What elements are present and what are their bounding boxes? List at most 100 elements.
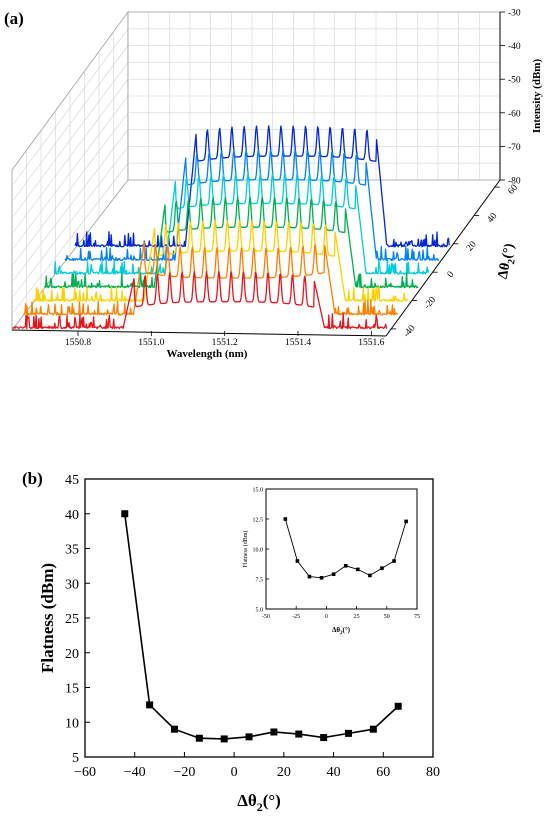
series-line-angle--24	[33, 220, 409, 303]
panel-b-data-point	[295, 730, 303, 738]
inset-y-axis-label: Flatness (dBm)	[242, 531, 249, 568]
panel-b-data-point	[195, 734, 203, 742]
panel-b-x-axis-label: Δθ2(°)	[237, 791, 281, 814]
panel-b-x-tick-label: −40	[124, 765, 146, 780]
panel-a-z-axis-label: Intensity (dBm)	[531, 59, 543, 134]
panel-b-y-tick-label: 5	[72, 751, 79, 766]
inset-series-line	[284, 518, 407, 579]
panel-b-ticks: −60 −40 −20 0 20 40 60 80 5 10 15 20 25 30 35 40 45	[65, 473, 440, 780]
inset-data-point	[331, 572, 336, 576]
panel-b-data-point	[220, 735, 228, 743]
panel-b-y-axis-label: Flatness (dBm)	[38, 563, 57, 673]
panel-b-series-line	[123, 513, 399, 740]
panel-b-data-point	[146, 701, 154, 709]
inset-x-axis-label: Δθ2(°)	[332, 626, 351, 636]
inset-data-point	[392, 559, 396, 563]
panel-a-y-tick-label: -40	[402, 323, 418, 339]
panel-a-y-tick-label: -20	[422, 295, 438, 311]
panel-b-y-tick-label: 15	[65, 682, 79, 697]
inset-x-tick-label: 0	[325, 614, 328, 620]
series-line-angle--4	[53, 172, 430, 275]
inset-data-point	[283, 517, 288, 521]
inset-data-point	[404, 519, 408, 524]
panel-b-inset-chart: -50 -25 0 25 50 75 5.0 7.5 10.0 12.5 15.0 Δθ2(°) F…	[242, 488, 420, 637]
panel-b-data-point	[394, 702, 402, 710]
panel-a-x-axis-label: Wavelength (nm)	[167, 348, 248, 360]
series-line-angle--44	[12, 270, 388, 330]
panel-a-x-tick-label: 1551.4	[285, 338, 311, 348]
panel-a-x-tick-label: 1551.0	[138, 338, 164, 348]
panel-b-y-tick-label: 25	[65, 612, 79, 627]
panel-b-data-point	[245, 733, 253, 741]
inset-x-tick-label: 25	[354, 614, 360, 620]
inset-y-tick-label: 15.0	[253, 488, 264, 494]
panel-b-x-tick-label: 80	[426, 765, 440, 780]
inset-data-point	[380, 566, 384, 570]
panel-b-y-tick-label: 40	[65, 508, 79, 523]
panel-a-label: (a)	[4, 9, 24, 28]
panel-b-x-tick-label: 0	[231, 765, 238, 780]
panel-b-x-tick-label: −60	[74, 765, 96, 780]
panel-a-x-axis-line	[11, 329, 387, 337]
inset-y-tick-label: 12.5	[253, 518, 264, 524]
series-line-angle-16	[74, 125, 450, 248]
series-line-angle-6	[64, 148, 440, 262]
panel-b-y-tick-label: 30	[65, 577, 79, 592]
inset-data-point	[343, 564, 348, 568]
panel-a-axes	[11, 12, 501, 337]
panel-a-z-tick-label: -60	[508, 109, 521, 119]
panel-b-x-tick-label: 40	[327, 765, 341, 780]
panel-b-y-tick-label: 35	[65, 543, 79, 558]
panel-a-x-tick-labels: 1550.8 1551.0 1551.2 1551.4 1551.6	[65, 331, 385, 348]
panel-a-z-tick-label: -70	[508, 143, 521, 153]
inset-x-tick-label: 75	[414, 614, 420, 620]
panel-b-x-tick-label: 20	[277, 765, 291, 780]
panel-a-series-group	[12, 125, 450, 330]
inset-data-point	[356, 567, 360, 572]
inset-y-tick-label: 10.0	[253, 548, 264, 554]
inset-x-tick-label: 50	[384, 614, 390, 620]
inset-data-point	[307, 574, 312, 579]
panel-b-x-tick-label: 60	[376, 765, 390, 780]
panel-b-data-point	[270, 728, 278, 736]
panel-b-data-point	[320, 734, 328, 742]
panel-b-label: (b)	[22, 469, 43, 488]
panel-a-x-tick-label: 1551.2	[212, 338, 238, 348]
panel-a-x-tick-label: 1550.8	[65, 338, 91, 348]
panel-b-data-point	[121, 510, 129, 518]
panel-a-waterfall-chart: (a) 1550.8 1551.0 1551.2 1551.4 1551.6 -40-2…	[4, 9, 543, 361]
panel-b-y-tick-label: 45	[65, 473, 79, 488]
inset-ticks: -50 -25 0 25 50 75 5.0 7.5 10.0 12.5 15.0	[253, 488, 421, 621]
inset-data-point	[368, 573, 372, 578]
inset-y-tick-label: 7.5	[256, 578, 264, 584]
inset-y-tick-label: 5.0	[256, 608, 264, 614]
panel-a-z-tick-label: -80	[508, 177, 521, 187]
series-line-angle--34	[23, 241, 398, 316]
panel-a-z-tick-labels: -80 -70 -60 -50 -40 -30	[500, 9, 521, 187]
inset-x-tick-label: -50	[262, 614, 270, 620]
panel-a-z-tick-label: -30	[508, 9, 521, 19]
panel-b-y-tick-label: 10	[65, 716, 79, 731]
panel-a-z-tick-label: -40	[508, 42, 521, 52]
inset-x-tick-label: -25	[292, 614, 300, 620]
panel-b-line-chart: (b) −60 −40 −20 0 20 40 60 8051015202530354045 …	[22, 469, 440, 814]
panel-b-data-point	[369, 725, 377, 733]
panel-a-y-axis-label: Δθ2(°)	[496, 242, 521, 281]
panel-b-y-tick-label: 20	[65, 647, 79, 662]
inset-data-point	[319, 576, 324, 580]
panel-a-y-tick-label: 20	[465, 239, 479, 253]
series-line-angle--14	[44, 196, 419, 289]
panel-a-y-axis-line	[385, 179, 501, 337]
panel-b-x-tick-label: −20	[173, 765, 195, 780]
inset-series	[283, 517, 408, 580]
panel-b-data-point	[170, 725, 178, 733]
panel-a-x-tick-label: 1551.6	[358, 338, 384, 348]
inset-plot-frame	[265, 488, 418, 610]
panel-b-data-point	[344, 729, 352, 737]
panel-a-y-tick-label: 40	[486, 211, 500, 225]
panel-b-series	[121, 510, 402, 743]
panel-a-z-tick-label: -50	[508, 76, 521, 86]
panel-a-y-tick-label: 0	[446, 270, 457, 280]
